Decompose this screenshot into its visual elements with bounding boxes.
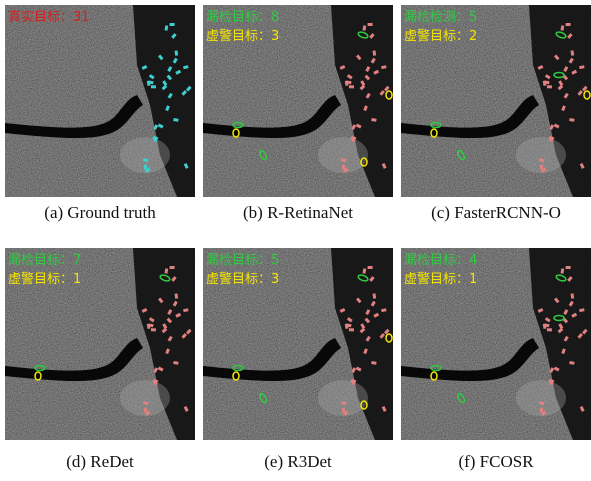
overlay-label: 漏检目标：5 [206, 252, 279, 268]
overlay-label: 漏检目标：8 [206, 9, 279, 25]
overlay-label: 漏检目标：4 [404, 252, 477, 268]
overlay-label: 虚警目标：3 [206, 271, 279, 287]
ship [342, 165, 345, 170]
caption: (a) Ground truth [1, 203, 199, 223]
sar-image: 漏检目标：4 虚警目标：1 [401, 248, 591, 440]
overlay-label: 虚警目标：3 [206, 28, 279, 44]
sar-image: 漏检目标：7 虚警目标：1 [5, 248, 195, 440]
sar-image: 真实目标：31 [5, 5, 195, 197]
sar-image: 漏检目标：5 虚警目标：3 [203, 248, 393, 440]
overlay-label: 虚警目标：1 [404, 271, 477, 287]
ship [540, 408, 543, 413]
ship [170, 23, 175, 26]
image-panel: 漏检目标：4 虚警目标：1 [401, 248, 591, 440]
ship [170, 266, 175, 269]
ship [151, 328, 156, 331]
image-panel: 漏检目标：5 虚警目标：3 [203, 248, 393, 440]
ship [540, 165, 543, 170]
ship [547, 85, 552, 88]
ship [144, 408, 147, 413]
caption: (d) ReDet [1, 452, 199, 472]
overlay-label: 真实目标：31 [8, 10, 90, 25]
ship [144, 165, 147, 170]
caption: (f) FCOSR [397, 452, 591, 472]
image-panel: 漏检检测：5 虚警目标：2 [401, 5, 591, 197]
image-panel: 漏检目标：8 虚警目标：3 [203, 5, 393, 197]
ship [349, 328, 354, 331]
ship [151, 85, 156, 88]
overlay-label: 虚警目标：1 [8, 271, 81, 287]
sar-image: 漏检目标：8 虚警目标：3 [203, 5, 393, 197]
caption: (e) R3Det [199, 452, 397, 472]
caption: (b) R-RetinaNet [199, 203, 397, 223]
ship [566, 23, 571, 26]
ship [349, 85, 354, 88]
ship [368, 23, 373, 26]
ship [566, 266, 571, 269]
ship [547, 328, 552, 331]
overlay-label: 虚警目标：2 [404, 28, 477, 44]
sar-image: 漏检检测：5 虚警目标：2 [401, 5, 591, 197]
overlay-label: 漏检检测：5 [404, 9, 477, 25]
image-panel: 漏检目标：7 虚警目标：1 [5, 248, 195, 440]
ship [368, 266, 373, 269]
ship [342, 408, 345, 413]
caption: (c) FasterRCNN-O [397, 203, 591, 223]
overlay-label: 漏检目标：7 [8, 252, 81, 268]
figure: 真实目标：31 (a) Ground truth 漏检目标：8 虚警目标：3 (b) R… [0, 0, 591, 481]
image-panel: 真实目标：31 [5, 5, 195, 197]
